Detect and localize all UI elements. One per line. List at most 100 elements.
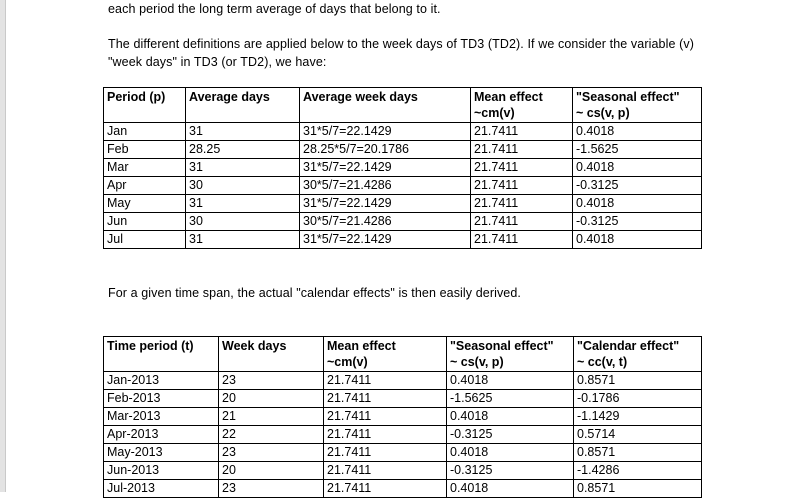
column-header: "Seasonal effect" ~ cs(v, p): [446, 336, 574, 372]
paragraph-intro: each period the long term average of day…: [108, 2, 441, 16]
table-cell: 21.7411: [470, 230, 573, 249]
table-cell: 21.7411: [323, 479, 447, 498]
column-header-sublabel: ~ cs(v, p): [450, 355, 504, 369]
column-header-label: Week days: [222, 339, 287, 353]
table-cell: 21.7411: [470, 194, 573, 213]
table-cell: 30*5/7=21.4286: [299, 212, 471, 231]
column-header-sublabel: ~cm(v): [327, 355, 368, 369]
table-cell: -0.1786: [573, 389, 702, 408]
column-header-label: "Seasonal effect": [450, 339, 554, 353]
table-cell: 0.4018: [572, 194, 702, 213]
table-cell: 31: [185, 230, 300, 249]
table-cell: 21.7411: [323, 425, 447, 444]
table-cell: 20: [218, 389, 324, 408]
column-header-sublabel: ~cm(v): [474, 106, 515, 120]
table-cell: Mar: [103, 158, 186, 177]
column-header: Average week days: [299, 87, 471, 123]
table-cell: 31*5/7=22.1429: [299, 230, 471, 249]
table-body: Jan-2013 23 21.7411 0.4018 0.8571 Feb-2013 20 2…: [103, 371, 702, 498]
table-cell: Jan-2013: [103, 371, 219, 390]
table-cell: 31*5/7=22.1429: [299, 158, 471, 177]
table-row: Jun 30 30*5/7=21.4286 21.7411 -0.3125: [103, 212, 702, 231]
table-cell: -0.3125: [446, 425, 574, 444]
table-row: Jan 31 31*5/7=22.1429 21.7411 0.4018: [103, 122, 702, 141]
column-header-label: "Calendar effect": [577, 339, 680, 353]
table-cell: 21.7411: [470, 158, 573, 177]
table-cell: -1.5625: [572, 140, 702, 159]
table-cell: -1.5625: [446, 389, 574, 408]
column-header-label: Period (p): [107, 90, 166, 104]
table-cell: 0.5714: [573, 425, 702, 444]
table-cell: 20: [218, 461, 324, 480]
calendar-effects-table: Time period (t) Week days Mean effect ~cm(v…: [103, 336, 702, 498]
table-cell: 30: [185, 212, 300, 231]
column-header-sublabel: ~ cs(v, p): [576, 106, 630, 120]
table-cell: 21.7411: [323, 371, 447, 390]
table-cell: -0.3125: [572, 176, 702, 195]
table-row: Mar-2013 21 21.7411 0.4018 -1.1429: [103, 407, 702, 426]
table-cell: 21.7411: [323, 443, 447, 462]
table-row: Feb 28.25 28.25*5/7=20.1786 21.7411 -1.5625: [103, 140, 702, 159]
table-cell: 0.8571: [573, 371, 702, 390]
table-cell: 30: [185, 176, 300, 195]
table-cell: 0.4018: [572, 122, 702, 141]
table-row: Mar 31 31*5/7=22.1429 21.7411 0.4018: [103, 158, 702, 177]
table-row: May 31 31*5/7=22.1429 21.7411 0.4018: [103, 194, 702, 213]
column-header-label: Average days: [189, 90, 270, 104]
table-cell: Jun: [103, 212, 186, 231]
column-header: Average days: [185, 87, 300, 123]
table-cell: 21.7411: [323, 407, 447, 426]
table-cell: -1.1429: [573, 407, 702, 426]
table-row: May-2013 23 21.7411 0.4018 0.8571: [103, 443, 702, 462]
paragraph-definitions: The different definitions are applied be…: [108, 37, 694, 69]
table-cell: 28.25: [185, 140, 300, 159]
table-cell: 21.7411: [470, 122, 573, 141]
table-cell: Apr-2013: [103, 425, 219, 444]
table-row: Apr 30 30*5/7=21.4286 21.7411 -0.3125: [103, 176, 702, 195]
table-cell: 23: [218, 443, 324, 462]
table-cell: 31*5/7=22.1429: [299, 122, 471, 141]
column-header: Mean effect ~cm(v): [470, 87, 573, 123]
table-row: Jan-2013 23 21.7411 0.4018 0.8571: [103, 371, 702, 390]
table-cell: Feb: [103, 140, 186, 159]
column-header-label: Mean effect: [327, 339, 396, 353]
column-header: Period (p): [103, 87, 186, 123]
column-header: Time period (t): [103, 336, 219, 372]
table-cell: -0.3125: [446, 461, 574, 480]
column-header: Week days: [218, 336, 324, 372]
table-cell: -1.4286: [573, 461, 702, 480]
table-cell: 31: [185, 158, 300, 177]
table-cell: 28.25*5/7=20.1786: [299, 140, 471, 159]
table-cell: 30*5/7=21.4286: [299, 176, 471, 195]
table-cell: Feb-2013: [103, 389, 219, 408]
table-cell: 0.4018: [446, 479, 574, 498]
column-header-sublabel: ~ cc(v, t): [577, 355, 628, 369]
table-cell: Jul-2013: [103, 479, 219, 498]
table-cell: 31*5/7=22.1429: [299, 194, 471, 213]
column-header: "Calendar effect" ~ cc(v, t): [573, 336, 702, 372]
table-cell: May: [103, 194, 186, 213]
column-header: Mean effect ~cm(v): [323, 336, 447, 372]
table-row: Jul 31 31*5/7=22.1429 21.7411 0.4018: [103, 230, 702, 249]
table-cell: Jul: [103, 230, 186, 249]
table-cell: 21.7411: [323, 461, 447, 480]
table-header-row: Time period (t) Week days Mean effect ~cm(v…: [103, 336, 702, 372]
table-cell: 31: [185, 194, 300, 213]
table-cell: 0.8571: [573, 443, 702, 462]
column-header-label: Mean effect: [474, 90, 543, 104]
table-cell: 21.7411: [323, 389, 447, 408]
table-cell: Jun-2013: [103, 461, 219, 480]
column-header-label: Time period (t): [107, 339, 194, 353]
table-cell: Mar-2013: [103, 407, 219, 426]
table-row: Jun-2013 20 21.7411 -0.3125 -1.4286: [103, 461, 702, 480]
table-cell: 23: [218, 371, 324, 390]
column-header-label: "Seasonal effect": [576, 90, 680, 104]
table-cell: 0.8571: [573, 479, 702, 498]
table-cell: Apr: [103, 176, 186, 195]
table-cell: 21.7411: [470, 176, 573, 195]
table-cell: Jan: [103, 122, 186, 141]
page-left-edge: [0, 0, 6, 492]
table-cell: 21.7411: [470, 212, 573, 231]
table-cell: 0.4018: [572, 230, 702, 249]
column-header-label: Average week days: [303, 90, 418, 104]
